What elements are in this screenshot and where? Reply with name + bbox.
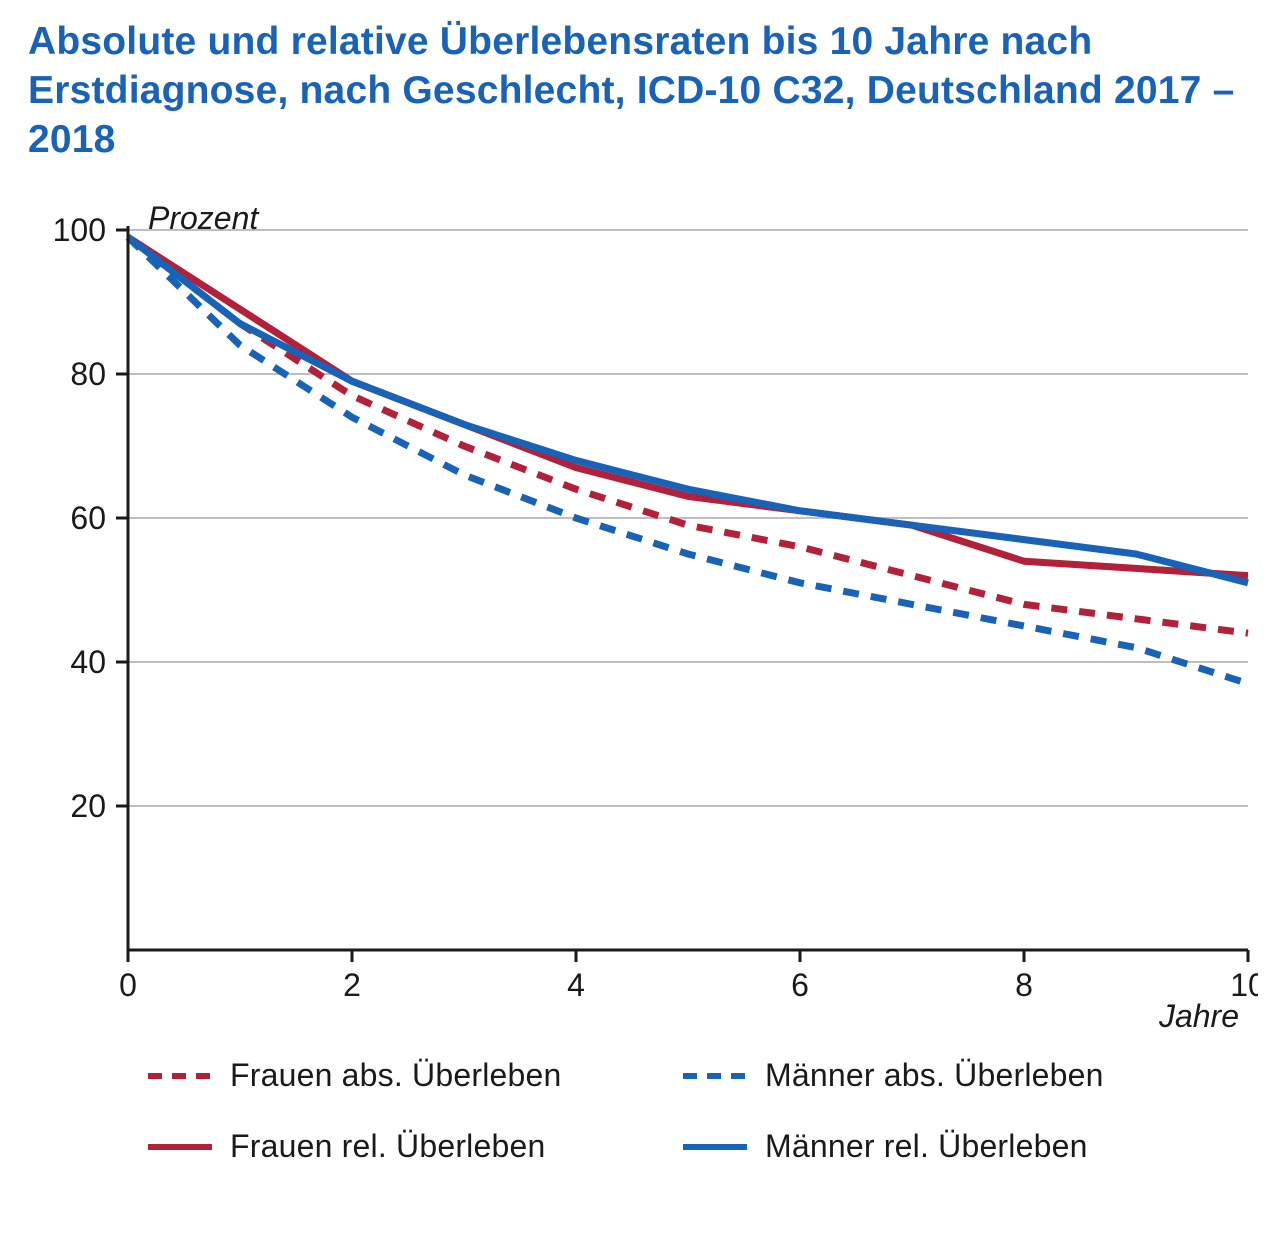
series-frauen_rel	[128, 237, 1248, 575]
legend-swatch-frauen-rel	[148, 1144, 212, 1150]
x-tick-label: 6	[791, 967, 809, 1003]
page: Absolute und relative Überlebensraten bi…	[0, 0, 1287, 1256]
series-maenner_abs	[128, 237, 1248, 683]
legend-item-maenner-rel: Männer rel. Überleben	[683, 1128, 1178, 1165]
legend: Frauen abs. Überleben Männer abs. Überle…	[148, 1057, 1178, 1165]
legend-item-frauen-rel: Frauen rel. Überleben	[148, 1128, 643, 1165]
x-tick-label: 2	[343, 967, 361, 1003]
series-frauen_abs	[128, 237, 1248, 633]
legend-swatch-frauen-abs	[148, 1073, 212, 1079]
line-chart: 024681020406080100	[28, 190, 1258, 1010]
y-tick-label: 60	[70, 500, 106, 536]
x-tick-label: 8	[1015, 967, 1033, 1003]
x-tick-label: 0	[119, 967, 137, 1003]
x-tick-label: 4	[567, 967, 585, 1003]
legend-swatch-maenner-rel	[683, 1144, 747, 1150]
legend-label: Männer abs. Überleben	[765, 1057, 1104, 1094]
y-tick-label: 80	[70, 356, 106, 392]
y-tick-label: 20	[70, 788, 106, 824]
legend-label: Frauen rel. Überleben	[230, 1128, 545, 1165]
y-axis-title: Prozent	[148, 200, 258, 237]
series-maenner_rel	[128, 237, 1248, 583]
x-axis-title: Jahre	[1159, 998, 1239, 1035]
legend-item-maenner-abs: Männer abs. Überleben	[683, 1057, 1178, 1094]
chart-title: Absolute und relative Überlebensraten bi…	[28, 18, 1247, 164]
legend-swatch-maenner-abs	[683, 1073, 747, 1079]
y-tick-label: 100	[53, 212, 106, 248]
legend-label: Männer rel. Überleben	[765, 1128, 1088, 1165]
legend-item-frauen-abs: Frauen abs. Überleben	[148, 1057, 643, 1094]
legend-label: Frauen abs. Überleben	[230, 1057, 562, 1094]
y-tick-label: 40	[70, 644, 106, 680]
chart-area: Prozent 024681020406080100 Jahre	[28, 190, 1247, 1015]
